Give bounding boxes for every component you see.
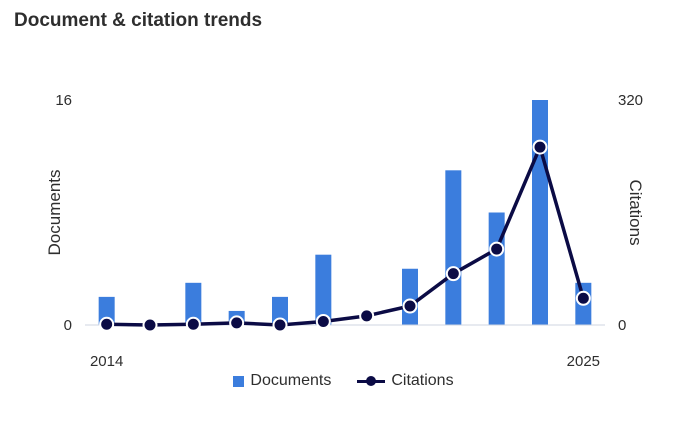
citations-point-2014[interactable] <box>99 316 115 332</box>
citations-point-2017[interactable] <box>229 315 245 331</box>
citations-point-2020[interactable] <box>359 308 375 324</box>
y-axis-left-label: Documents <box>45 170 64 256</box>
citations-point-2023[interactable] <box>489 241 505 257</box>
x-tick-first: 2014 <box>90 353 123 370</box>
axis-ticks: 16 0 320 0 2014 2025 <box>55 92 643 370</box>
legend-label-citations: Citations <box>391 372 454 389</box>
legend-item-documents[interactable]: Documents <box>233 372 331 390</box>
legend-label-documents: Documents <box>250 372 332 389</box>
y-left-tick-min: 0 <box>64 317 72 334</box>
citations-point-2021[interactable] <box>402 298 418 314</box>
citations-point-2022[interactable] <box>445 266 461 282</box>
citations-point-2025[interactable] <box>575 290 591 306</box>
x-tick-last: 2025 <box>567 353 600 370</box>
citations-point-2015[interactable] <box>142 317 158 333</box>
citations-swatch-icon <box>357 375 386 387</box>
y-axis-right-label: Citations <box>626 179 645 245</box>
y-right-tick-max: 320 <box>618 92 643 109</box>
documents-swatch-icon <box>233 375 245 387</box>
citations-point-2019[interactable] <box>315 313 331 329</box>
documents-bars <box>98 100 592 326</box>
y-right-tick-min: 0 <box>618 317 626 334</box>
documents-bar-2019[interactable] <box>315 254 332 325</box>
citations-point-2016[interactable] <box>185 316 201 332</box>
citations-line <box>106 145 586 327</box>
documents-bar-2021[interactable] <box>402 268 418 325</box>
legend: Documents Citations <box>0 372 687 390</box>
documents-bar-2024[interactable] <box>532 100 548 325</box>
y-left-tick-max: 16 <box>55 92 72 109</box>
citations-line-series <box>99 139 591 333</box>
documents-bar-2016[interactable] <box>185 282 202 325</box>
chart-title: Document & citation trends <box>14 10 263 31</box>
documents-bar-2023[interactable] <box>488 212 505 326</box>
documents-bar-2022[interactable] <box>445 170 462 325</box>
documents-bar-2018[interactable] <box>272 296 288 325</box>
citations-point-2024[interactable] <box>532 139 548 155</box>
citations-point-2018[interactable] <box>272 317 288 333</box>
legend-item-citations[interactable]: Citations <box>357 372 454 390</box>
